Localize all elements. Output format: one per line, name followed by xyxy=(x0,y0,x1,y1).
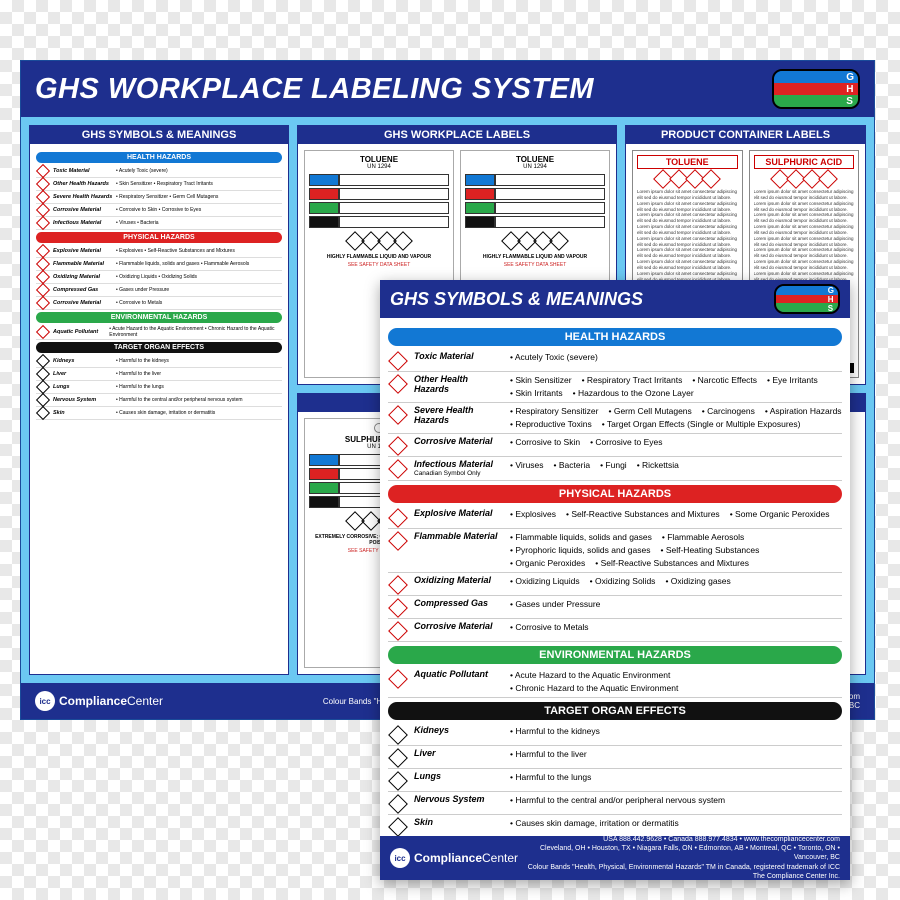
symbols-card: GHS SYMBOLS & MEANINGS G H S HEALTH HAZA… xyxy=(380,280,850,880)
card-body: HEALTH HAZARDS Toxic Material Acutely To… xyxy=(380,318,850,836)
hazard-entry: Explosive Material ExplosivesSelf-Reacti… xyxy=(388,506,842,529)
poster-header: GHS WORKPLACE LABELING SYSTEM G H S xyxy=(21,61,874,117)
hazard-entry: Nervous System Harmful to the central an… xyxy=(388,792,842,815)
hazard-entry: Lungs Harmful to the lungs xyxy=(388,769,842,792)
section-bar: ENVIRONMENTAL HAZARDS xyxy=(388,646,842,664)
ghs-badge-small: G H S xyxy=(774,284,840,314)
hazard-entry: Corrosive Material Corrosive to SkinCorr… xyxy=(388,434,842,457)
icc-logo: icc ComplianceCenter xyxy=(35,691,163,711)
hazard-entry: Severe Health Hazards Respiratory Sensit… xyxy=(388,403,842,434)
card-footer: icc ComplianceCenter USA 888.442.9628 • … xyxy=(380,836,850,880)
panel-symbols: GHS SYMBOLS & MEANINGS HEALTH HAZARDSTox… xyxy=(29,125,289,675)
hazard-entry: Aquatic Pollutant Acute Hazard to the Aq… xyxy=(388,667,842,698)
section-bar: TARGET ORGAN EFFECTS xyxy=(388,702,842,720)
hazard-entry: Compressed Gas Gases under Pressure xyxy=(388,596,842,619)
card-title: GHS SYMBOLS & MEANINGS xyxy=(390,289,643,310)
section-bar: PHYSICAL HAZARDS xyxy=(388,485,842,503)
section-bar: HEALTH HAZARDS xyxy=(388,328,842,346)
hazard-entry: Corrosive Material Corrosive to Metals xyxy=(388,619,842,642)
hazard-entry: Flammable Material Flammable liquids, so… xyxy=(388,529,842,573)
hazard-entry: Skin Causes skin damage, irritation or d… xyxy=(388,815,842,836)
icc-logo-card: icc ComplianceCenter xyxy=(390,848,518,868)
hazard-entry: Other Health Hazards Skin SensitizerResp… xyxy=(388,372,842,403)
hazard-entry: Infectious MaterialCanadian Symbol Only … xyxy=(388,457,842,481)
hazard-entry: Kidneys Harmful to the kidneys xyxy=(388,723,842,746)
poster-title: GHS WORKPLACE LABELING SYSTEM xyxy=(35,73,594,106)
hazard-entry: Toxic Material Acutely Toxic (severe) xyxy=(388,349,842,372)
hazard-entry: Liver Harmful to the liver xyxy=(388,746,842,769)
ghs-badge: G H S xyxy=(772,69,860,109)
card-header: GHS SYMBOLS & MEANINGS G H S xyxy=(380,280,850,318)
hazard-entry: Oxidizing Material Oxidizing LiquidsOxid… xyxy=(388,573,842,596)
